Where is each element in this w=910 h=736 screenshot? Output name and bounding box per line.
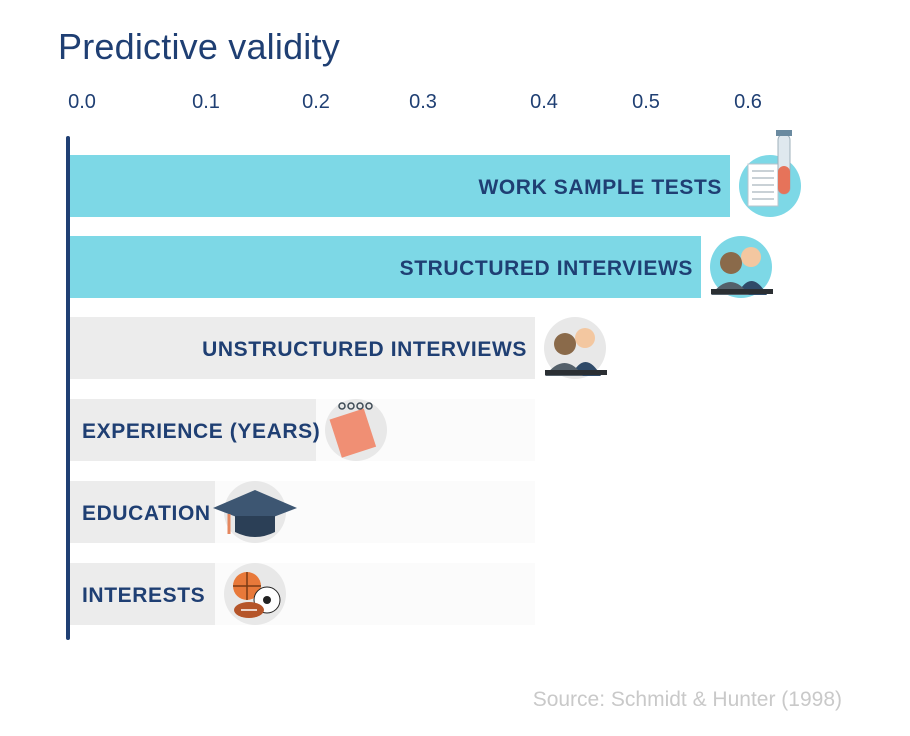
calendar-icon (325, 399, 387, 461)
bar-label: INTERESTS (82, 584, 205, 607)
y-axis-line (66, 136, 70, 640)
bar-label: UNSTRUCTURED INTERVIEWS (202, 338, 527, 361)
bar-label: EDUCATION (82, 502, 211, 525)
bar-label: STRUCTURED INTERVIEWS (400, 257, 693, 280)
bar-label: EXPERIENCE (YEARS) (82, 420, 320, 443)
x-tick-label: 0.3 (409, 91, 437, 113)
bar (70, 236, 701, 298)
x-tick-label: 0.5 (632, 91, 660, 113)
sports-balls-icon (224, 563, 286, 625)
bar-label: WORK SAMPLE TESTS (478, 176, 722, 199)
x-tick-label: 0.2 (302, 91, 330, 113)
interview-people-icon (544, 317, 607, 379)
bar (70, 563, 215, 625)
test-tube-document-icon (739, 130, 801, 217)
bar (70, 317, 535, 379)
source-note: Source: Schmidt & Hunter (1998) (532, 688, 842, 711)
x-tick-label: 0.4 (530, 91, 558, 113)
x-tick-label: 0.0 (68, 91, 96, 113)
x-tick-label: 0.6 (734, 91, 762, 113)
graduation-cap-icon (213, 481, 297, 543)
interview-people-icon (710, 236, 773, 298)
bar (70, 481, 215, 543)
x-tick-label: 0.1 (192, 91, 220, 113)
bar (70, 399, 316, 461)
chart-title: Predictive validity (58, 26, 340, 67)
bar (70, 155, 730, 217)
